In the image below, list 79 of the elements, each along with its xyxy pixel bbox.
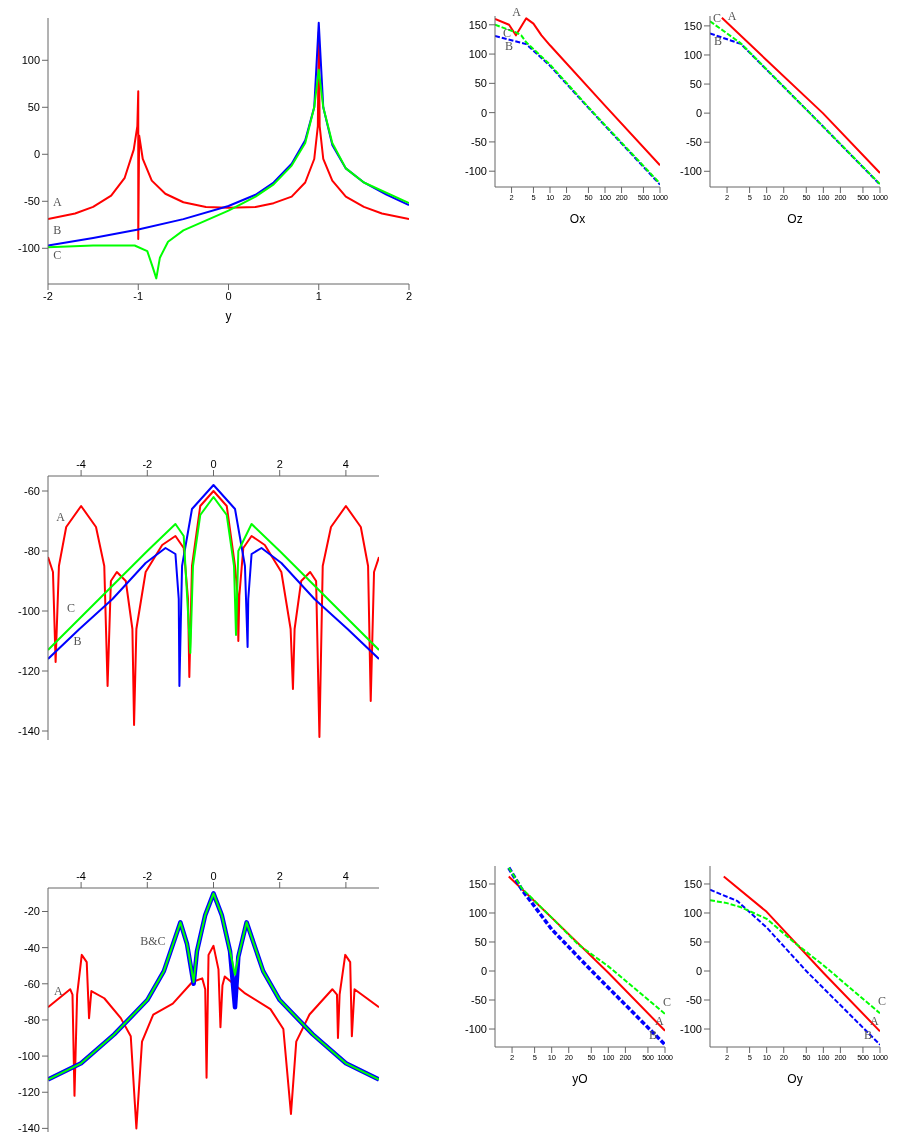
y-tick-label: 50: [474, 935, 487, 948]
y-tick-label: -100: [679, 1022, 702, 1035]
series-label: A: [53, 194, 63, 209]
y-tick-label: -100: [17, 604, 40, 617]
y-tick-label: -40: [24, 941, 40, 954]
x-tick-label: -2: [43, 289, 53, 302]
y-tick-label: 150: [683, 19, 702, 32]
x-tick-label: 2: [276, 870, 283, 882]
x-axis-title: y: [225, 309, 232, 323]
series-label: A: [655, 1013, 664, 1028]
series-label: B: [73, 634, 82, 648]
y-tick-label: 0: [695, 107, 702, 120]
series-label: B: [714, 34, 723, 49]
y-tick-label: -50: [471, 993, 487, 1006]
y-tick-label: -100: [464, 1022, 487, 1035]
y-tick-label: 100: [683, 906, 702, 919]
x-tick-label: -2: [142, 870, 153, 882]
y-tick-label: -50: [471, 135, 487, 148]
x-tick-label: 2: [405, 289, 413, 302]
x-axis-title: yO: [572, 1072, 588, 1086]
y-tick-label: 150: [683, 877, 702, 890]
y-tick-label: -120: [17, 664, 40, 677]
y-tick-label: 150: [468, 18, 487, 31]
x-tick-label: 0: [210, 870, 217, 882]
series-label: A: [56, 510, 66, 524]
y-tick-label: 0: [695, 964, 702, 977]
x-tick-label: -4: [76, 458, 86, 470]
y-tick-label: 0: [480, 964, 487, 977]
x-tick-label: 4: [342, 458, 349, 470]
series-label: C: [67, 601, 76, 615]
y-tick-label: 50: [689, 935, 702, 948]
y-tick-label: -20: [24, 905, 40, 918]
y-tick-label: 50: [474, 77, 487, 90]
y-tick-label: 100: [21, 54, 40, 67]
y-tick-label: 50: [27, 101, 40, 114]
series-label: C: [713, 11, 722, 26]
y-tick-label: 100: [468, 906, 487, 919]
x-tick-label: -1: [133, 289, 144, 302]
y-tick-label: -140: [17, 1122, 40, 1135]
y-tick-label: 100: [468, 47, 487, 60]
series-label: C: [663, 994, 672, 1009]
y-tick-label: -60: [24, 977, 40, 990]
x-tick-label: 0: [225, 289, 232, 302]
x-tick-label: -4: [76, 870, 86, 882]
y-tick-label: -60: [24, 484, 40, 497]
y-tick-label: -50: [686, 993, 702, 1006]
y-tick-label: -50: [24, 195, 40, 208]
x-tick-label: 2: [276, 458, 283, 470]
y-tick-label: -100: [464, 165, 487, 178]
y-tick-label: -140: [17, 724, 40, 737]
series-label: B: [53, 222, 62, 237]
series-label: A: [870, 1014, 879, 1029]
y-tick-label: 0: [480, 106, 487, 119]
y-tick-label: -50: [686, 136, 702, 149]
series-label: A: [512, 5, 522, 20]
x-axis-title: Ox: [569, 212, 586, 226]
y-tick-label: -100: [17, 1049, 40, 1062]
y-tick-label: -120: [17, 1086, 40, 1099]
x-tick-label: 4: [342, 870, 349, 882]
series-label: A: [54, 984, 63, 999]
series-label: C: [878, 994, 887, 1009]
x-tick-label: -2: [142, 458, 153, 470]
annotation: B&C: [140, 933, 166, 948]
series-label: A: [727, 8, 737, 23]
y-tick-label: 150: [468, 877, 487, 890]
x-tick-label: 0: [210, 458, 217, 470]
series-label: C: [503, 25, 512, 40]
y-tick-label: -80: [24, 544, 40, 557]
y-tick-label: 0: [33, 148, 40, 161]
y-tick-label: -100: [679, 165, 702, 178]
y-tick-label: 100: [683, 48, 702, 61]
x-axis-title: Oy: [787, 1072, 803, 1086]
x-tick-label: 1: [315, 289, 322, 302]
series-label: B: [505, 38, 514, 53]
y-tick-label: -100: [17, 242, 40, 255]
x-axis-title: Oz: [787, 212, 803, 226]
y-tick-label: -80: [24, 1013, 40, 1026]
series-label: C: [53, 248, 62, 263]
y-tick-label: 50: [689, 77, 702, 90]
